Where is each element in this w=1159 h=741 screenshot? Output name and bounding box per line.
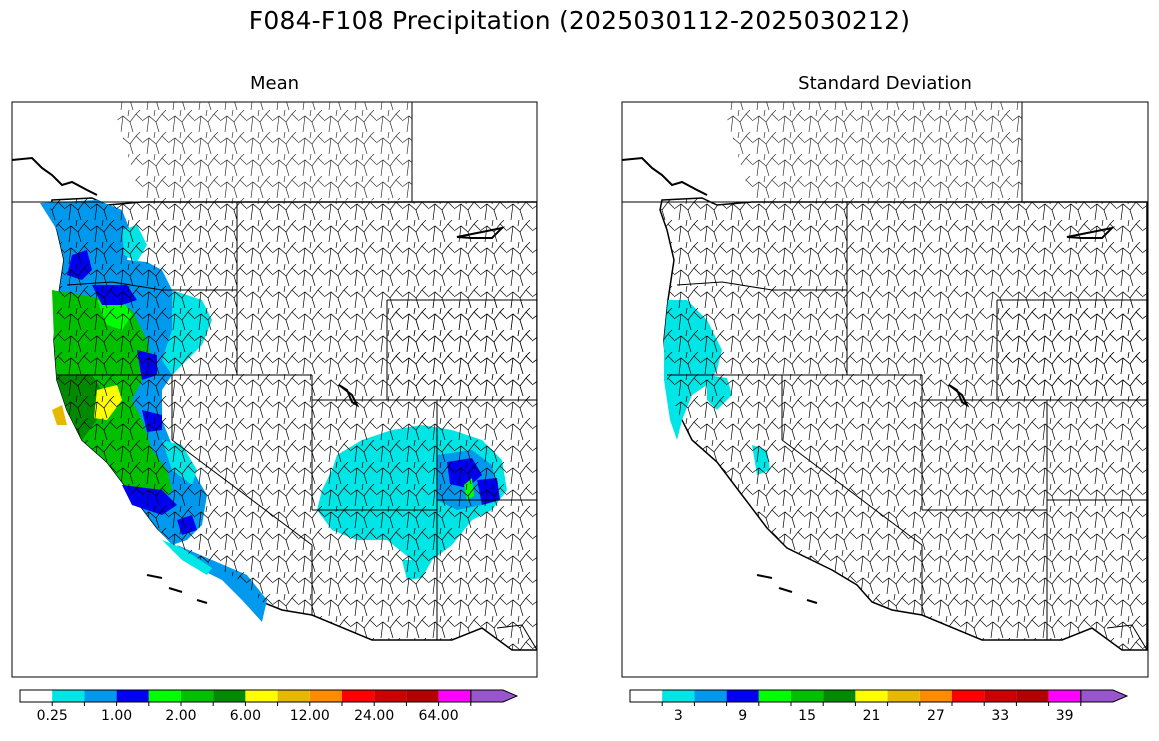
colorbar-tick-label: 1.00 (101, 708, 133, 724)
colorbar-tick-label: 2.00 (165, 708, 197, 724)
colorbar-swatch (791, 690, 824, 702)
colorbar-swatch (726, 690, 759, 702)
colorbar-tick-label: 21 (862, 708, 881, 724)
colorbar-swatch (438, 690, 471, 702)
colorbar-tick-label: 39 (1055, 708, 1074, 724)
stddev-map (622, 102, 1148, 677)
colorbar-swatch (694, 690, 727, 702)
stddev-colorbar (629, 689, 1129, 706)
colorbar-swatch (1048, 690, 1081, 702)
colorbar-swatch (20, 690, 53, 702)
colorbar-swatch (277, 690, 310, 702)
colorbar-swatch (309, 690, 342, 702)
mean-colorbar (19, 689, 519, 706)
colorbar-tick-label: 12.00 (289, 708, 330, 724)
colorbar-swatch (823, 690, 856, 702)
colorbar-extend-arrow (470, 689, 519, 703)
colorbar-swatch (919, 690, 952, 702)
colorbar-swatch (887, 690, 920, 702)
colorbar-swatch (52, 690, 85, 702)
colorbar-swatch (148, 690, 181, 702)
colorbar-tick-label: 27 (926, 708, 945, 724)
colorbar-swatch (630, 690, 663, 702)
colorbar-swatch (855, 690, 888, 702)
mean-map-frame (11, 101, 538, 678)
colorbar-swatch (758, 690, 791, 702)
mean-map (12, 102, 537, 677)
colorbar-swatch (374, 690, 407, 702)
colorbar-tick-label: 9 (738, 708, 748, 724)
colorbar-swatch (84, 690, 117, 702)
colorbar-swatch (116, 690, 149, 702)
colorbar-swatch (406, 690, 439, 702)
colorbar-swatch (245, 690, 278, 702)
figure-title: F084-F108 Precipitation (2025030112-2025… (248, 6, 911, 35)
colorbar-tick-label: 0.25 (36, 708, 68, 724)
colorbar-swatch (952, 690, 985, 702)
colorbar-swatch (213, 690, 246, 702)
colorbar-tick-label: 24.00 (354, 708, 395, 724)
stddev-map-frame (621, 101, 1149, 678)
mean-panel-title: Mean (249, 73, 300, 94)
colorbar-tick-label: 64.00 (418, 708, 459, 724)
colorbar-tick-label: 15 (798, 708, 817, 724)
colorbar-swatch (1016, 690, 1049, 702)
colorbar-tick-label: 6.00 (229, 708, 261, 724)
colorbar-extend-arrow (1080, 689, 1129, 703)
colorbar-swatch (662, 690, 695, 702)
colorbar-tick-label: 33 (991, 708, 1010, 724)
stddev-panel-title: Standard Deviation (798, 73, 972, 94)
colorbar-swatch (342, 690, 375, 702)
colorbar-swatch (984, 690, 1017, 702)
colorbar-swatch (181, 690, 214, 702)
colorbar-tick-label: 3 (673, 708, 683, 724)
